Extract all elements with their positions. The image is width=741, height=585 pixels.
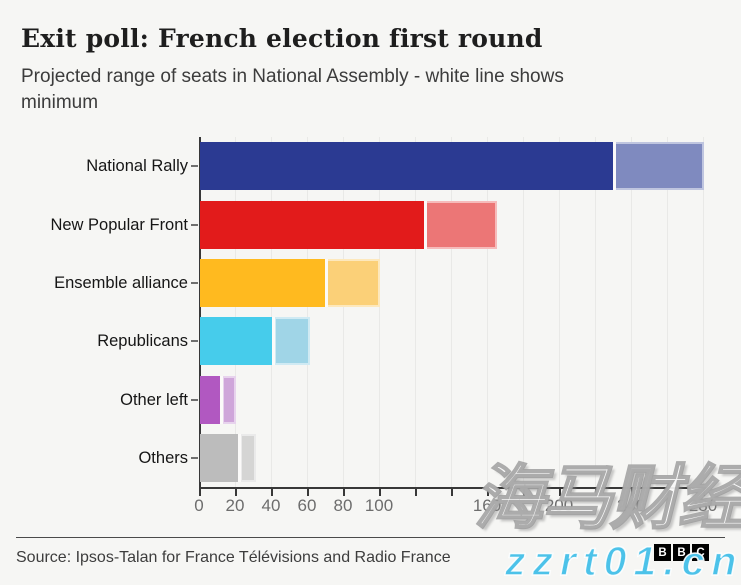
category-tick: [191, 281, 198, 284]
category-tick: [191, 456, 198, 459]
chart-title: Exit poll: French election first round: [21, 24, 543, 53]
bar-range-light: [326, 258, 380, 307]
bar-range-light: [239, 433, 256, 482]
category-label: Republicans: [97, 332, 188, 351]
x-tick-label: 0: [194, 496, 204, 515]
x-axis-tick: [235, 489, 237, 496]
x-axis-tick: [595, 489, 597, 496]
x-axis-tick: [487, 489, 489, 496]
x-axis-tick: [703, 489, 705, 496]
bar-range-dark: [200, 317, 274, 366]
x-axis-tick: [415, 489, 417, 496]
category-tick: [191, 340, 198, 343]
bar-range-light: [614, 142, 704, 191]
x-axis-tick: [559, 489, 561, 496]
x-axis-tick: [667, 489, 669, 496]
x-tick-label: 200: [544, 496, 574, 515]
category-tick: [191, 398, 198, 401]
gridline: [487, 137, 488, 487]
watermark-main: 海马财经: [473, 458, 741, 538]
gridline: [343, 137, 344, 487]
gridline: [271, 137, 272, 487]
x-tick-label: 60: [297, 496, 317, 515]
category-tick: [191, 223, 198, 226]
minimum-marker-line: [272, 317, 276, 366]
minimum-marker-line: [220, 375, 224, 424]
x-axis-line: [199, 487, 706, 489]
minimum-marker-line: [238, 433, 242, 482]
x-tick-label: 40: [261, 496, 281, 515]
minimum-marker-line: [612, 142, 616, 191]
plot-area: [199, 137, 705, 487]
chart-subtitle: Projected range of seats in National Ass…: [21, 66, 564, 113]
category-label: New Popular Front: [50, 215, 188, 234]
bar-range-light: [425, 200, 497, 249]
gridline: [631, 137, 632, 487]
gridline: [523, 137, 524, 487]
x-tick-label: 240: [616, 496, 646, 515]
gridline: [415, 137, 416, 487]
x-tick-label: 20: [225, 496, 245, 515]
source-text: Source: Ipsos-Talan for France Télévisio…: [16, 549, 451, 566]
minimum-marker-line: [324, 258, 328, 307]
bar-range-dark: [200, 142, 614, 191]
x-axis-tick: [199, 489, 201, 496]
bbc-logo-letter: B: [673, 544, 690, 561]
gridline: [667, 137, 668, 487]
bar-range-dark: [200, 433, 240, 482]
gridline: [451, 137, 452, 487]
x-axis-tick: [523, 489, 525, 496]
watermark-url: zzrt01.cn: [504, 537, 741, 585]
x-axis-tick: [631, 489, 633, 496]
bar-range-dark: [200, 375, 222, 424]
bar-range-dark: [200, 258, 326, 307]
category-label: Others: [138, 448, 188, 467]
x-axis-tick: [307, 489, 309, 496]
x-tick-label: 160: [472, 496, 502, 515]
footer-divider: [16, 537, 725, 538]
y-axis-line: [199, 137, 201, 489]
bar-range-dark: [200, 200, 425, 249]
gridline: [595, 137, 596, 487]
bbc-logo-letter: B: [654, 544, 671, 561]
category-label: National Rally: [86, 157, 188, 176]
x-axis-tick: [451, 489, 453, 496]
minimum-marker-line: [423, 200, 427, 249]
category-label: Other left: [120, 390, 188, 409]
bar-row: [200, 317, 310, 366]
category-tick: [191, 165, 198, 168]
x-tick-label: 280: [688, 496, 718, 515]
x-tick-label: 80: [333, 496, 353, 515]
gridline: [307, 137, 308, 487]
category-label: Ensemble alliance: [54, 273, 188, 292]
gridline: [379, 137, 380, 487]
x-axis-tick: [379, 489, 381, 496]
gridline: [559, 137, 560, 487]
bar-row: [200, 142, 704, 191]
bar-range-light: [221, 375, 236, 424]
x-axis-tick: [271, 489, 273, 496]
x-axis-tick: [343, 489, 345, 496]
bar-row: [200, 375, 236, 424]
bar-range-light: [273, 317, 310, 366]
gridline: [703, 137, 704, 487]
gridline: [235, 137, 236, 487]
bar-row: [200, 200, 497, 249]
bar-row: [200, 258, 380, 307]
bbc-logo-letter: C: [692, 544, 709, 561]
bar-row: [200, 433, 256, 482]
x-tick-label: 100: [364, 496, 394, 515]
